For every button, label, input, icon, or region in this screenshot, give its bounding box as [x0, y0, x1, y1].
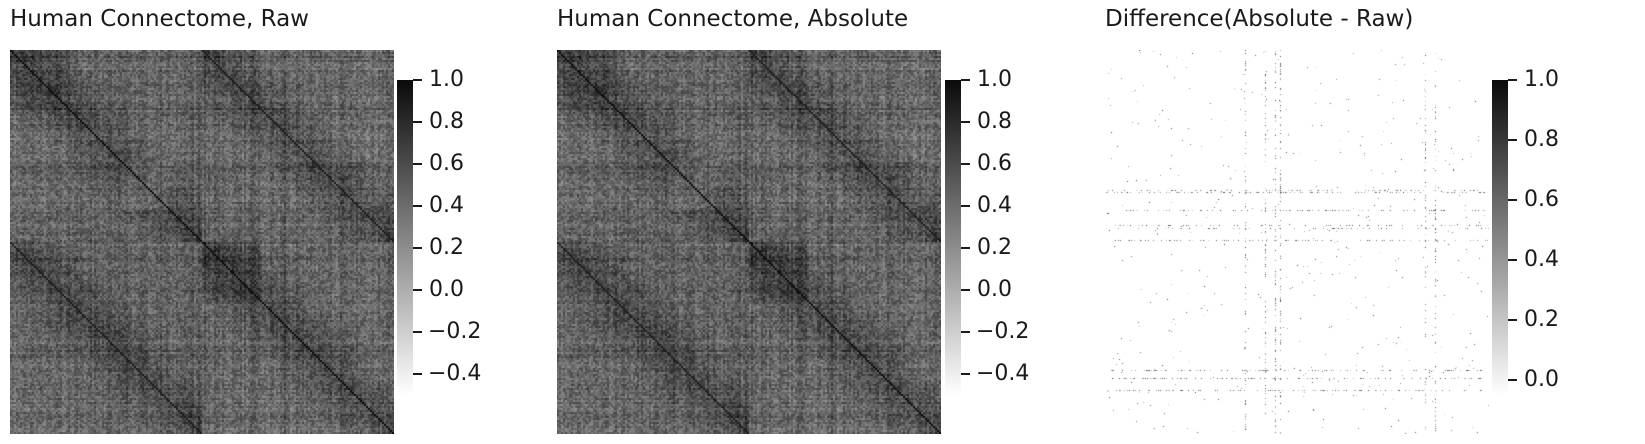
colorbar-tick-label: 1.0 — [977, 67, 1012, 92]
colorbar-tick — [413, 331, 422, 333]
panel-difference: Difference(Absolute - Raw) 1.0 0.8 0.6 0.4 0… — [1105, 0, 1645, 444]
colorbar-tick-label: −0.4 — [976, 361, 1030, 386]
colorbar-tick-label: −0.2 — [976, 319, 1030, 344]
panel-absolute: Human Connectome, Absolute 1.0 0.8 0.6 0.4 0… — [557, 0, 1097, 444]
colorbar-tick-label: 0.2 — [1524, 307, 1559, 332]
chart-title: Difference(Absolute - Raw) — [1105, 6, 1414, 32]
heatmap-raw — [10, 50, 394, 434]
heatmap-difference — [1105, 50, 1489, 434]
colorbar-tick-label: 0.8 — [1524, 127, 1559, 152]
colorbar-tick-label: 0.4 — [1524, 247, 1559, 272]
colorbar-gradient — [945, 80, 961, 395]
colorbar-tick-label: 1.0 — [429, 67, 464, 92]
colorbar-tick — [1508, 319, 1517, 321]
colorbar-tick — [413, 205, 422, 207]
colorbar-tick — [961, 121, 970, 123]
chart-title: Human Connectome, Absolute — [557, 6, 909, 32]
colorbar-tick-label: −0.2 — [428, 319, 482, 344]
colorbar-tick — [413, 79, 422, 81]
colorbar-tick-label: 0.8 — [977, 109, 1012, 134]
colorbar-tick — [961, 163, 970, 165]
colorbar-difference: 1.0 0.8 0.6 0.4 0.2 0.0 — [1492, 69, 1559, 395]
colorbar-tick — [413, 247, 422, 249]
colorbar-tick-label: 0.2 — [429, 235, 464, 260]
colorbar-tick-label: 0.0 — [429, 277, 464, 302]
colorbar-tick-label: 0.4 — [977, 193, 1012, 218]
colorbar-tick — [1508, 259, 1517, 261]
colorbar-tick — [1508, 79, 1517, 81]
colorbar-tick — [961, 289, 970, 291]
colorbar-tick-label: 0.8 — [429, 109, 464, 134]
colorbar-tick — [1508, 379, 1517, 381]
colorbar-absolute: 1.0 0.8 0.6 0.4 0.2 0.0 −0.2 −0.4 — [945, 69, 1029, 395]
colorbar-tick-label: 0.0 — [1524, 367, 1559, 392]
colorbar-tick — [961, 373, 970, 375]
colorbar-tick — [1508, 199, 1517, 201]
heatmap-absolute — [557, 50, 941, 434]
colorbar-tick — [413, 163, 422, 165]
colorbar-tick — [413, 373, 422, 375]
panel-raw: Human Connectome, Raw 1.0 0.8 0.6 0.4 0.2 0.0… — [10, 0, 550, 444]
chart-title: Human Connectome, Raw — [10, 6, 309, 32]
colorbar-tick-label: 0.6 — [977, 151, 1012, 176]
colorbar-tick-label: −0.4 — [428, 361, 482, 386]
colorbar-raw: 1.0 0.8 0.6 0.4 0.2 0.0 −0.2 −0.4 — [397, 69, 481, 395]
colorbar-tick-label: 1.0 — [1524, 67, 1559, 92]
colorbar-tick-label: 0.4 — [429, 193, 464, 218]
colorbar-tick — [413, 121, 422, 123]
colorbar-tick — [961, 79, 970, 81]
colorbar-tick — [413, 289, 422, 291]
colorbar-gradient — [397, 80, 413, 395]
colorbar-tick-label: 0.2 — [977, 235, 1012, 260]
colorbar-tick-label: 0.0 — [977, 277, 1012, 302]
colorbar-tick — [961, 331, 970, 333]
colorbar-tick — [1508, 139, 1517, 141]
colorbar-tick — [961, 205, 970, 207]
colorbar-tick-label: 0.6 — [429, 151, 464, 176]
colorbar-tick-label: 0.6 — [1524, 187, 1559, 212]
colorbar-gradient — [1492, 80, 1508, 395]
colorbar-tick — [961, 247, 970, 249]
